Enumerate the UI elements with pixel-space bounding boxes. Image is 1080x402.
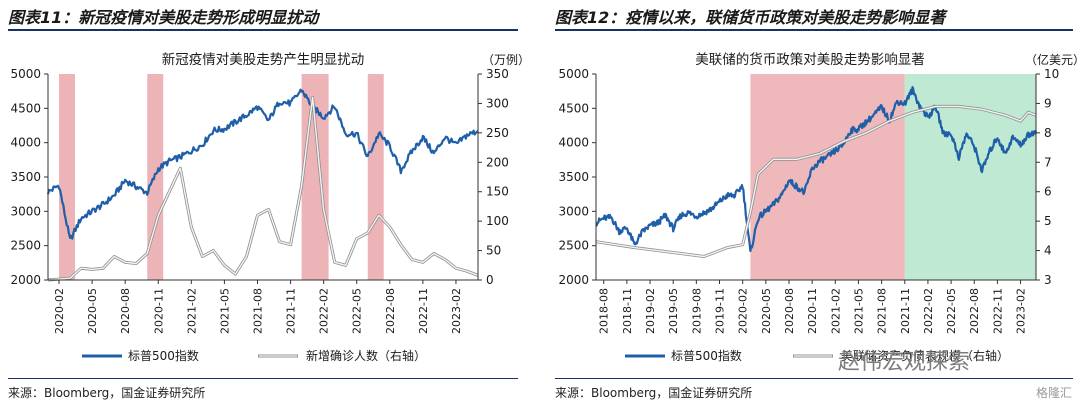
legend-label-0: 标普500指数 (128, 348, 199, 363)
left-tick-label: 2500 (10, 239, 41, 253)
left-tick-label: 3500 (10, 170, 41, 184)
figure-12-source: 来源：Bloomberg，国金证券研究所 (555, 386, 753, 400)
x-tick-label: 2019-08 (690, 288, 703, 334)
right-tick-label: 7 (1044, 155, 1052, 169)
shaded-period-2 (301, 74, 329, 280)
left-tick-label: 4500 (558, 101, 589, 115)
x-tick-label: 2022-11 (417, 288, 430, 334)
x-tick-label: 2019-02 (644, 288, 657, 334)
x-tick-label: 2022-02 (318, 288, 331, 334)
figure-11-title: 图表11：新冠疫情对美股走势形成明显扰动 (8, 8, 319, 27)
x-tick-label: 2021-05 (218, 288, 231, 334)
x-tick-label: 2021-08 (876, 288, 889, 334)
left-tick-label: 5000 (10, 67, 41, 81)
right-tick-label: 9 (1044, 96, 1052, 110)
x-tick-label: 2018-08 (598, 288, 611, 334)
x-tick-label: 2018-11 (621, 288, 634, 334)
left-tick-label: 3000 (10, 204, 41, 218)
x-tick-label: 2019-05 (667, 288, 680, 334)
right-tick-label: 4 (1044, 244, 1052, 258)
x-tick-label: 2021-02 (185, 288, 198, 334)
x-tick-label: 2021-05 (852, 288, 865, 334)
figure-11-source: 来源：Bloomberg，国金证券研究所 (8, 386, 206, 400)
series-line-0 (46, 88, 479, 240)
left-tick-label: 4500 (10, 101, 41, 115)
right-tick-label: 8 (1044, 126, 1052, 140)
x-tick-label: 2020-11 (152, 288, 165, 334)
chart-title: 新冠疫情对美股走势产生明显扰动 (162, 52, 365, 68)
right-tick-label: 100 (486, 214, 509, 228)
figure-12-title: 图表12：疫情以来，联储货币政策对美股走势影响显著 (555, 8, 946, 27)
x-tick-label: 2021-08 (251, 288, 264, 334)
right-tick-label: 3 (1044, 273, 1052, 287)
right-tick-label: 350 (486, 67, 509, 81)
right-tick-label: 250 (486, 126, 509, 140)
x-tick-label: 2022-08 (968, 288, 981, 334)
right-axis-unit: （万例） (482, 53, 530, 67)
left-tick-label: 2500 (558, 239, 589, 253)
series-line-1 (595, 105, 1037, 258)
legend-label-1: 美联储资产负债表规模（右轴） (841, 348, 1009, 363)
figure-12-title-rule (555, 29, 1073, 31)
right-tick-label: 150 (486, 185, 509, 199)
shaded-period-1 (904, 74, 1036, 280)
right-tick-label: 300 (486, 96, 509, 110)
x-tick-label: 2022-05 (945, 288, 958, 334)
chart-title: 美联储的货币政策对美股走势影响显著 (695, 51, 925, 68)
series-line-0 (595, 86, 1038, 253)
watermark-corner: 格隆汇 (1036, 386, 1073, 400)
x-tick-label: 2022-11 (991, 288, 1004, 334)
right-tick-label: 50 (486, 244, 501, 258)
left-tick-label: 4000 (10, 136, 41, 150)
series-line-outline-1 (47, 96, 479, 282)
x-tick-label: 2021-02 (829, 288, 842, 334)
chart-fed-sp500: 美联储的货币政策对美股走势影响显著 （亿美元） 2000 2500 3000 3500 40… (558, 51, 1080, 363)
x-tick-label: 2020-08 (783, 288, 796, 334)
left-tick-label: 4000 (558, 136, 589, 150)
left-tick-label: 5000 (558, 67, 589, 81)
watermark-logo: 赵伟宏观探索 (838, 350, 971, 375)
x-tick-label: 2020-02 (53, 288, 66, 334)
x-tick-label: 2021-11 (285, 288, 298, 334)
figure-12-footer-rule (555, 378, 1073, 379)
x-tick-label: 2020-08 (119, 288, 132, 334)
left-tick-label: 3500 (558, 170, 589, 184)
right-tick-label: 5 (1044, 214, 1052, 228)
x-tick-label: 2022-02 (922, 288, 935, 334)
chart-covid-sp500: 新冠疫情对美股走势产生明显扰动 （万例）200025003000350040004… (10, 52, 530, 363)
x-tick-label: 2022-05 (351, 288, 364, 334)
legend-label-0: 标普500指数 (671, 348, 742, 363)
right-tick-label: 10 (1044, 67, 1059, 81)
right-tick-label: 0 (486, 273, 494, 287)
figure-11-title-rule (8, 29, 518, 31)
figure-11-footer-rule (8, 378, 518, 379)
x-tick-label: 2019-11 (714, 288, 727, 334)
x-tick-label: 2023-02 (1015, 288, 1028, 334)
x-tick-label: 2020-11 (806, 288, 819, 334)
left-tick-label: 3000 (558, 204, 589, 218)
shaded-period-3 (367, 74, 384, 280)
right-tick-label: 200 (486, 155, 509, 169)
x-tick-label: 2020-05 (760, 288, 773, 334)
x-tick-label: 2020-05 (86, 288, 99, 334)
legend-label-1: 新增确诊人数（右轴） (306, 348, 426, 363)
left-tick-label: 2000 (10, 273, 41, 287)
left-tick-label: 2000 (558, 273, 589, 287)
x-tick-label: 2023-02 (450, 288, 463, 334)
right-axis-unit: （亿美元） (1025, 52, 1080, 67)
right-tick-label: 6 (1044, 185, 1052, 199)
shaded-period-0 (59, 74, 76, 280)
x-tick-label: 2022-08 (384, 288, 397, 334)
x-tick-label: 2021-11 (899, 288, 912, 334)
x-tick-label: 2020-02 (737, 288, 750, 334)
series-line-1 (47, 96, 479, 281)
